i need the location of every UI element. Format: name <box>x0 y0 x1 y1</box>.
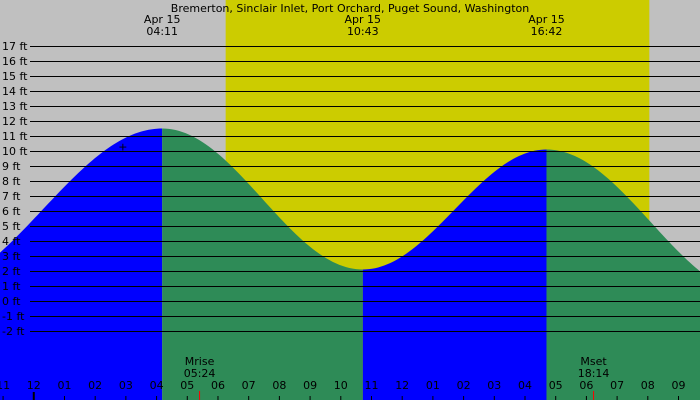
x-tick-label: 07 <box>610 379 624 392</box>
x-tick-label: 05 <box>180 379 194 392</box>
x-tick-label: 02 <box>88 379 102 392</box>
x-tick-label: 03 <box>487 379 501 392</box>
y-tick-label: 11 ft <box>2 130 28 143</box>
y-tick-label: 8 ft <box>2 175 21 188</box>
y-tick-label: 0 ft <box>2 295 21 308</box>
x-tick-label: 06 <box>579 379 593 392</box>
x-tick-label: 10 <box>334 379 348 392</box>
moon-event-time: 18:14 <box>578 367 610 380</box>
top-time-label: 16:42 <box>531 25 563 38</box>
x-tick-label: 12 <box>27 379 41 392</box>
y-axis-labels: -2 ft -1 ft 0 ft 1 ft 2 ft 3 ft 4 ft 5 ft 6 ft 7 … <box>2 40 28 338</box>
top-date-label: Apr 15 <box>144 13 181 26</box>
y-tick-label: 1 ft <box>2 280 21 293</box>
moon-event-name: Mset <box>580 355 607 368</box>
top-time-label: 04:11 <box>146 25 178 38</box>
x-tick-label: 01 <box>426 379 440 392</box>
y-tick-label: 3 ft <box>2 250 21 263</box>
y-tick-label: 2 ft <box>2 265 21 278</box>
top-time-label: 10:43 <box>347 25 379 38</box>
x-tick-label: 12 <box>395 379 409 392</box>
y-tick-label: 12 ft <box>2 115 28 128</box>
x-tick-label: 06 <box>211 379 225 392</box>
x-tick-label: 08 <box>641 379 655 392</box>
moon-event-name: Mrise <box>185 355 215 368</box>
grid-lines <box>30 46 700 332</box>
y-tick-label: 10 ft <box>2 145 28 158</box>
x-tick-label: 04 <box>150 379 164 392</box>
top-date-label: Apr 15 <box>345 13 382 26</box>
current-time-marker: + <box>118 141 127 154</box>
x-tick-label: 09 <box>672 379 686 392</box>
chart-title: Bremerton, Sinclair Inlet, Port Orchard,… <box>171 2 529 15</box>
rising-tide-area <box>362 149 547 400</box>
y-tick-label: -1 ft <box>2 310 25 323</box>
y-tick-label: 7 ft <box>2 190 21 203</box>
y-tick-label: 16 ft <box>2 55 28 68</box>
y-tick-label: 6 ft <box>2 205 21 218</box>
x-tick-label: 04 <box>518 379 532 392</box>
x-tick-label: 11 <box>0 379 10 392</box>
y-tick-label: 14 ft <box>2 85 28 98</box>
y-tick-label: 15 ft <box>2 70 28 83</box>
y-tick-label: 17 ft <box>2 40 28 53</box>
y-tick-label: 5 ft <box>2 220 21 233</box>
y-tick-label: 13 ft <box>2 100 28 113</box>
falling-tide-area <box>546 149 700 400</box>
current-marker-group: + <box>118 141 127 154</box>
moon-event-time: 05:24 <box>184 367 216 380</box>
x-tick-label: 03 <box>119 379 133 392</box>
x-tick-label: 01 <box>57 379 71 392</box>
x-tick-label: 08 <box>272 379 286 392</box>
top-date-label: Apr 15 <box>528 13 565 26</box>
x-axis: 11 12 01 02 03 04 05 06 07 08 09 10 11 12 01 02 03 04 05 06… <box>0 379 686 400</box>
x-tick-label: 11 <box>364 379 378 392</box>
y-tick-label: -2 ft <box>2 325 25 338</box>
y-tick-label: 4 ft <box>2 235 21 248</box>
x-tick-label: 07 <box>242 379 256 392</box>
x-tick-label: 02 <box>457 379 471 392</box>
x-tick-label: 09 <box>303 379 317 392</box>
x-tick-label: 05 <box>549 379 563 392</box>
y-tick-label: 9 ft <box>2 160 21 173</box>
